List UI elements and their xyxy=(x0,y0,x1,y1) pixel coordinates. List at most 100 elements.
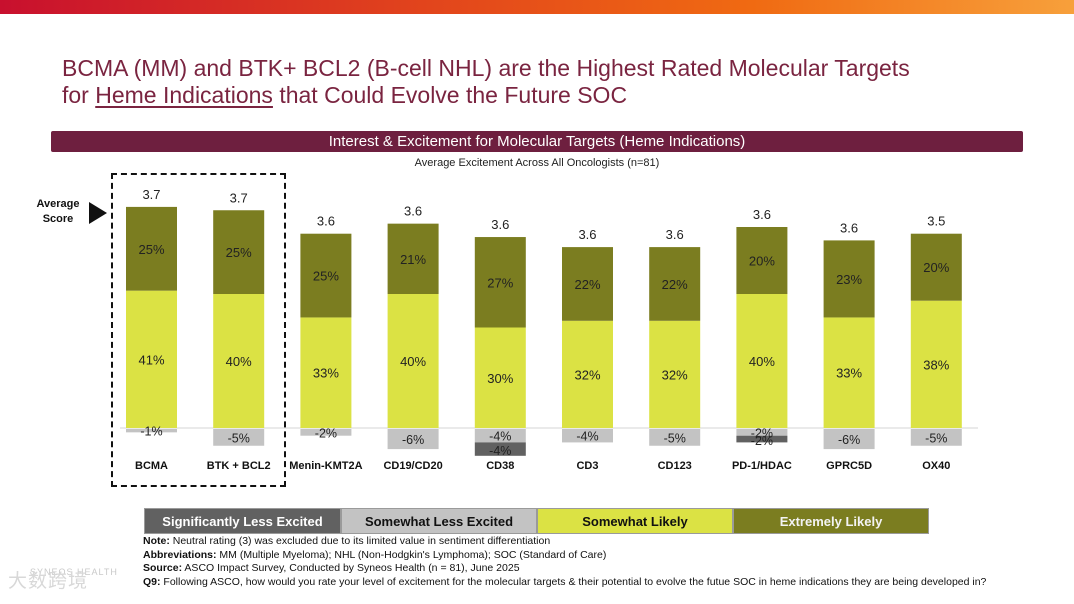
average-score-value: 3.6 xyxy=(840,220,858,235)
average-score-arrow-icon xyxy=(89,202,107,224)
average-score-value: 3.7 xyxy=(230,190,248,205)
category-label: CD3 xyxy=(576,460,598,472)
watermark-small: SYNEOS HEALTH xyxy=(30,567,118,577)
bar-somewhat-less xyxy=(910,429,962,446)
title-post: that Could Evolve the Future SOC xyxy=(272,82,628,108)
category-label: CD19/CD20 xyxy=(383,460,442,472)
bar-somewhat-less xyxy=(300,429,352,436)
bar-somewhat-likely xyxy=(823,317,875,428)
chart-banner: Interest & Excitement for Molecular Targ… xyxy=(51,131,1023,152)
category-label: CD123 xyxy=(658,460,692,472)
bar-extremely-likely xyxy=(910,233,962,301)
data-label-somewhat-less: -5% xyxy=(925,431,947,445)
data-label-somewhat-likely: 30% xyxy=(487,371,513,386)
bar-somewhat-less xyxy=(126,429,177,433)
bar-somewhat-less xyxy=(649,429,701,446)
data-label-extremely-likely: 27% xyxy=(487,275,513,290)
data-label-somewhat-likely: 32% xyxy=(662,367,688,382)
bar-extremely-likely xyxy=(126,206,177,291)
chart-subtitle: Average Excitement Across All Oncologist… xyxy=(414,157,660,169)
category-label: BTK + BCL2 xyxy=(207,460,271,472)
title-underlined: Heme Indications xyxy=(95,82,273,108)
data-label-significantly-less: -4% xyxy=(489,444,511,458)
title-line-1: BCMA (MM) and BTK+ BCL2 (B-cell NHL) are… xyxy=(62,55,910,81)
data-label-somewhat-less: -4% xyxy=(576,430,598,444)
average-score-value: 3.6 xyxy=(666,227,684,242)
bar-extremely-likely xyxy=(823,240,875,318)
bar-somewhat-less xyxy=(387,429,439,450)
data-label-somewhat-less: -4% xyxy=(489,430,511,444)
data-label-extremely-likely: 25% xyxy=(138,242,164,257)
data-label-somewhat-likely: 40% xyxy=(400,354,426,369)
highlight-box xyxy=(111,173,286,487)
bar-somewhat-less xyxy=(213,429,265,446)
data-label-extremely-likely: 25% xyxy=(313,269,339,284)
bar-somewhat-less xyxy=(823,429,875,450)
category-label: GPRC5D xyxy=(826,460,872,472)
bar-somewhat-likely xyxy=(300,317,352,428)
data-label-somewhat-less: -6% xyxy=(838,433,860,447)
data-label-somewhat-less: -5% xyxy=(228,431,250,445)
source-line: Source: ASCO Impact Survey, Conducted by… xyxy=(143,562,520,574)
data-label-somewhat-likely: 32% xyxy=(574,367,600,382)
data-label-somewhat-likely: 41% xyxy=(138,352,164,367)
data-label-extremely-likely: 20% xyxy=(923,260,949,275)
bar-somewhat-less xyxy=(562,429,613,443)
data-label-somewhat-likely: 33% xyxy=(836,366,862,381)
category-label: CD38 xyxy=(486,460,514,472)
bar-extremely-likely xyxy=(649,247,701,321)
top-accent-bar xyxy=(0,0,1074,14)
average-score-value: 3.6 xyxy=(491,217,509,232)
watermark: 大数跨境 xyxy=(8,571,89,592)
legend-item-somewhat-likely: Somewhat Likely xyxy=(537,508,733,534)
note-line: Note: Neutral rating (3) was excluded du… xyxy=(143,535,551,547)
data-label-somewhat-less: -2% xyxy=(315,426,337,440)
bar-somewhat-likely xyxy=(736,294,788,428)
bar-somewhat-likely xyxy=(649,320,701,428)
bar-extremely-likely xyxy=(213,210,265,294)
average-score-value: 3.7 xyxy=(142,187,160,202)
bar-extremely-likely xyxy=(300,233,352,318)
bar-somewhat-likely xyxy=(562,320,613,428)
category-label: PD-1/HDAC xyxy=(732,460,792,472)
category-label: Menin-KMT2A xyxy=(289,460,362,472)
bar-somewhat-likely xyxy=(126,290,177,428)
legend-item-somewhat-less: Somewhat Less Excited xyxy=(341,508,537,534)
abbreviations-line: Abbreviations: MM (Multiple Myeloma); NH… xyxy=(143,548,607,561)
data-label-somewhat-likely: 33% xyxy=(313,366,339,381)
data-label-extremely-likely: 21% xyxy=(400,252,426,267)
data-label-extremely-likely: 25% xyxy=(226,245,252,260)
category-label: OX40 xyxy=(922,460,950,472)
average-score-label: Average Score xyxy=(36,198,80,225)
data-label-extremely-likely: 20% xyxy=(749,254,775,269)
title-pre: for xyxy=(62,82,96,108)
data-label-significantly-less: -2% xyxy=(751,434,773,448)
data-label-extremely-likely: 22% xyxy=(574,277,600,292)
bar-extremely-likely xyxy=(474,237,526,328)
bar-extremely-likely xyxy=(387,223,439,294)
page-title: BCMA (MM) and BTK+ BCL2 (B-cell NHL) are… xyxy=(62,55,1042,109)
bar-somewhat-less xyxy=(736,429,788,436)
data-label-somewhat-less: -1% xyxy=(140,425,162,439)
question-line: Q9: Following ASCO, how would you rate y… xyxy=(143,575,987,588)
average-score-value: 3.6 xyxy=(317,214,335,229)
data-label-somewhat-likely: 38% xyxy=(923,357,949,372)
average-score-value: 3.6 xyxy=(578,227,596,242)
data-label-extremely-likely: 22% xyxy=(662,277,688,292)
category-label: BCMA xyxy=(135,460,168,472)
legend-item-sig-less: Significantly Less Excited xyxy=(144,508,341,534)
data-label-somewhat-less: -2% xyxy=(751,426,773,440)
title-line-2: for Heme Indications that Could Evolve t… xyxy=(62,82,1042,109)
footnotes: Note: Neutral rating (3) was excluded du… xyxy=(143,535,1023,589)
bar-somewhat-likely xyxy=(474,327,526,428)
average-score-value: 3.5 xyxy=(927,214,945,229)
bar-somewhat-likely xyxy=(387,294,439,428)
bar-significantly-less xyxy=(736,435,788,443)
data-label-somewhat-likely: 40% xyxy=(749,354,775,369)
data-label-somewhat-less: -5% xyxy=(664,431,686,445)
bar-significantly-less xyxy=(474,442,526,456)
data-label-somewhat-likely: 40% xyxy=(226,354,252,369)
bar-somewhat-less xyxy=(474,429,526,443)
legend-item-extremely-likely: Extremely Likely xyxy=(733,508,929,534)
